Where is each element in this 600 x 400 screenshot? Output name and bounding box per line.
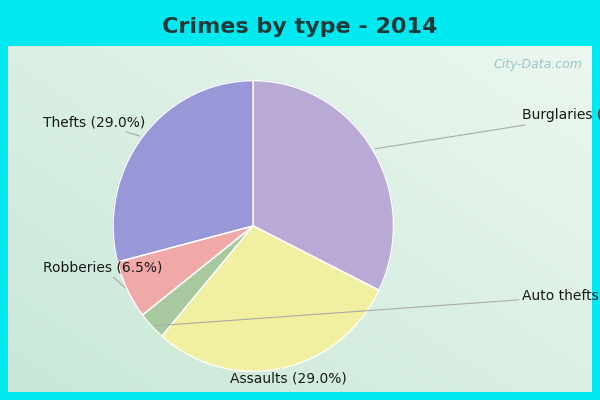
Text: City-Data.com: City-Data.com — [493, 58, 582, 71]
Text: Auto thefts (3.2%): Auto thefts (3.2%) — [154, 288, 600, 326]
Polygon shape — [253, 81, 394, 290]
Text: Robberies (6.5%): Robberies (6.5%) — [43, 260, 163, 288]
Polygon shape — [162, 226, 379, 371]
Polygon shape — [118, 226, 253, 315]
Polygon shape — [143, 226, 253, 336]
Text: Crimes by type - 2014: Crimes by type - 2014 — [163, 17, 437, 37]
Polygon shape — [113, 81, 253, 262]
Text: Assaults (29.0%): Assaults (29.0%) — [230, 368, 347, 385]
Bar — [8, 8, 592, 46]
Text: Burglaries (32.3%): Burglaries (32.3%) — [375, 108, 600, 149]
Text: Thefts (29.0%): Thefts (29.0%) — [43, 115, 145, 136]
